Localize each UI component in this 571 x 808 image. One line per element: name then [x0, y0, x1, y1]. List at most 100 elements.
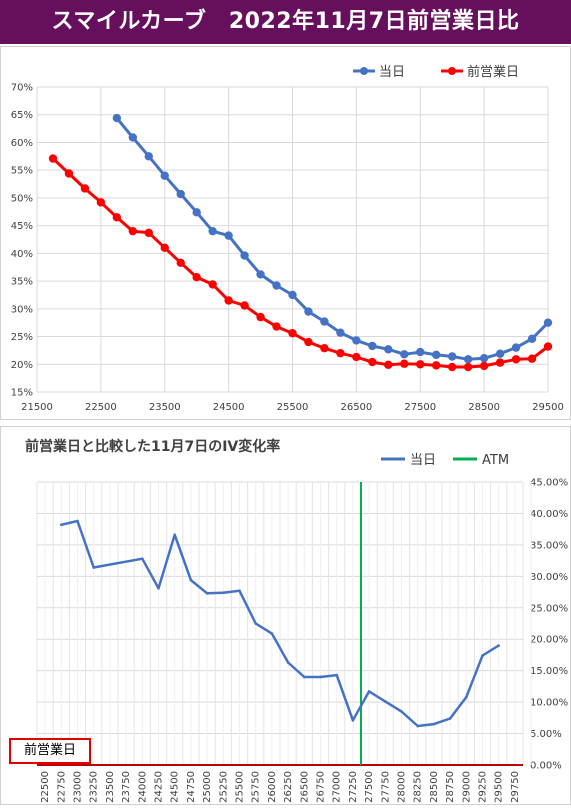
y-tick-label: 10.00% — [530, 698, 568, 709]
data-point — [272, 281, 281, 290]
data-point — [272, 322, 281, 331]
x-tick-label: 26250 — [283, 771, 294, 803]
data-point — [352, 352, 361, 362]
data-point — [432, 350, 441, 360]
data-point — [543, 318, 553, 327]
x-tick-label: 21500 — [21, 402, 53, 413]
y-tick-label: 40.00% — [530, 509, 568, 520]
data-point — [240, 251, 249, 260]
data-point — [320, 317, 329, 326]
x-tick-label: 28500 — [468, 402, 500, 413]
y-tick-label: 65% — [11, 110, 33, 121]
data-point — [497, 644, 501, 647]
data-point — [543, 342, 553, 351]
data-point — [208, 280, 217, 289]
y-tick-label: 55% — [11, 166, 33, 177]
x-tick-label: 22500 — [85, 402, 117, 413]
data-point — [400, 359, 409, 368]
data-point — [222, 591, 225, 594]
series-line-0 — [61, 519, 500, 728]
data-point — [511, 343, 521, 352]
data-point — [495, 349, 505, 358]
data-point — [288, 329, 297, 338]
data-point — [238, 589, 241, 593]
x-tick-label: 27250 — [348, 771, 359, 803]
x-tick-label: 25500 — [277, 402, 309, 413]
y-tick-label: 35.00% — [530, 540, 568, 551]
data-point — [160, 243, 169, 253]
data-point — [384, 345, 393, 354]
series-line-1 — [51, 157, 549, 369]
zero-line-label: 前営業日 — [9, 738, 91, 764]
data-point — [400, 350, 409, 359]
data-point — [336, 328, 345, 337]
legend-label: 当日 — [379, 65, 405, 80]
data-point — [479, 361, 489, 371]
data-point — [286, 661, 290, 664]
x-tick-label: 27500 — [364, 771, 375, 803]
y-tick-label: 50% — [11, 193, 33, 204]
data-point — [76, 519, 79, 523]
data-point — [240, 301, 249, 310]
data-point — [367, 690, 371, 693]
y-tick-label: 60% — [11, 138, 33, 149]
x-tick-label: 26500 — [340, 402, 372, 413]
iv-change-chart: 前営業日と比較した11月7日のIV変化率 0.00% 5.00% 10.00% 15.0… — [0, 426, 571, 805]
legend-label: ATM — [482, 453, 509, 468]
data-point — [64, 169, 74, 178]
data-point — [128, 133, 138, 142]
x-tick-label: 24000 — [137, 771, 148, 803]
x-tick-label: 29000 — [461, 771, 472, 803]
data-point — [304, 337, 313, 347]
data-point — [141, 557, 144, 561]
iv-change-svg: 前営業日と比較した11月7日のIV変化率 0.00% 5.00% 10.00% 15.0… — [25, 438, 568, 803]
y-tick-label: 30.00% — [530, 572, 568, 583]
data-point — [112, 113, 122, 123]
data-point — [368, 357, 377, 367]
data-point — [270, 632, 274, 635]
y-tick-label: 0.00% — [530, 761, 562, 772]
data-point — [448, 717, 452, 720]
x-tick-label: 25000 — [202, 771, 213, 803]
x-tick-label: 28750 — [445, 771, 456, 803]
x-tick-label: 22500 — [40, 771, 51, 803]
data-point — [511, 355, 521, 364]
x-tick-label: 24750 — [186, 771, 197, 803]
x-tick-label: 26500 — [299, 771, 310, 803]
y-tick-label: 15% — [11, 388, 33, 399]
data-point — [160, 171, 169, 180]
x-tick-label: 24500 — [213, 402, 245, 413]
data-point — [447, 362, 457, 372]
smile-curve-chart: 15% 20% 25% 30% 35% 40% 45% 50% 55% 60% 65% 70% 2150… — [0, 46, 571, 420]
y-tick-label: 70% — [11, 83, 33, 94]
chart-title: 前営業日と比較した11月7日のIV変化率 — [25, 438, 280, 455]
legend-label: 前営業日 — [467, 64, 519, 80]
data-point — [416, 724, 420, 728]
data-point — [224, 296, 233, 305]
header-banner: スマイルカーブ 2022年11月7日前営業日比 — [0, 0, 571, 44]
x-tick-label: 26000 — [267, 771, 278, 803]
data-point — [368, 341, 377, 351]
x-tick-label: 22750 — [56, 771, 67, 803]
data-point — [303, 675, 306, 679]
data-point — [173, 533, 176, 537]
x-tick-label: 27000 — [332, 771, 343, 803]
data-point — [80, 184, 90, 193]
data-point — [192, 208, 201, 217]
x-tick-label: 23000 — [73, 771, 84, 803]
data-point — [92, 566, 95, 569]
data-point — [176, 258, 185, 267]
data-point — [384, 360, 393, 370]
data-point — [48, 154, 58, 163]
x-tick-label: 26750 — [316, 771, 327, 803]
data-point — [416, 360, 425, 369]
x-tick-label: 23500 — [105, 771, 116, 803]
data-point — [224, 231, 233, 240]
data-point — [416, 347, 425, 357]
data-point — [192, 273, 201, 282]
data-point — [481, 654, 484, 657]
x-tick-label: 23250 — [89, 771, 100, 803]
data-point — [336, 348, 345, 358]
data-point — [112, 213, 122, 222]
data-point — [288, 290, 297, 300]
